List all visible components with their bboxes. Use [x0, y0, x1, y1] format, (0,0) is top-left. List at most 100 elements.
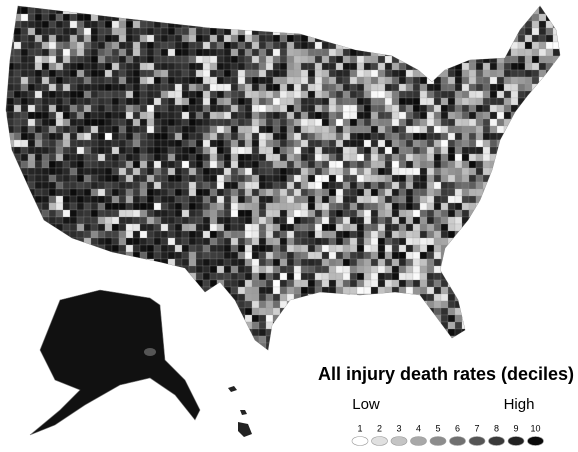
county-cell [559, 90, 560, 99]
county-cell [195, 6, 204, 15]
county-cell [405, 20, 414, 29]
county-cell [440, 251, 449, 260]
county-cell [567, 210, 574, 217]
county-cell [286, 202, 295, 211]
county-cell [195, 209, 204, 218]
county-cell [321, 188, 330, 197]
county-cell [182, 357, 189, 364]
county-cell [489, 139, 498, 148]
county-cell [321, 146, 330, 155]
county-cell [391, 335, 400, 344]
county-cell [272, 41, 281, 50]
county-cell [181, 314, 190, 323]
county-cell [567, 98, 574, 105]
county-cell [244, 237, 253, 246]
county-cell [567, 56, 574, 63]
county-cell [6, 195, 8, 204]
county-cell [118, 216, 127, 225]
county-cell [237, 181, 246, 190]
county-cell [146, 111, 155, 120]
county-cell [48, 209, 57, 218]
county-cell [132, 167, 141, 176]
county-cell [118, 132, 127, 141]
county-cell [83, 146, 92, 155]
county-cell [272, 286, 281, 295]
county-cell [216, 83, 225, 92]
county-cell [531, 216, 540, 225]
county-cell [412, 34, 421, 43]
county-cell [307, 216, 316, 225]
county-cell [342, 195, 351, 204]
county-cell [377, 300, 386, 309]
county-cell [545, 195, 554, 204]
county-cell [496, 27, 505, 36]
county-cell [216, 62, 225, 71]
county-cell [181, 258, 190, 267]
county-cell [167, 125, 176, 134]
county-cell [433, 286, 442, 295]
county-cell [48, 69, 57, 78]
county-cell [447, 244, 456, 253]
county-cell [6, 342, 8, 350]
county-cell [559, 258, 560, 267]
county-cell [405, 111, 414, 120]
county-cell [83, 90, 92, 99]
county-cell [391, 314, 400, 323]
county-cell [111, 202, 120, 211]
county-cell [538, 167, 547, 176]
county-cell [258, 132, 267, 141]
county-cell [517, 335, 526, 344]
county-cell [237, 223, 246, 232]
county-cell [468, 13, 477, 22]
county-cell [559, 69, 560, 78]
county-cell [496, 153, 505, 162]
county-cell [335, 146, 344, 155]
county-cell [377, 328, 386, 337]
county-cell [209, 118, 218, 127]
county-cell [524, 328, 533, 337]
county-cell [167, 6, 176, 15]
county-cell [384, 146, 393, 155]
county-cell [223, 230, 232, 239]
county-cell [328, 258, 337, 267]
county-cell [209, 216, 218, 225]
county-cell [132, 174, 141, 183]
county-cell [27, 34, 36, 43]
legend-swatch [488, 436, 505, 446]
county-cell [489, 230, 498, 239]
county-cell [433, 34, 442, 43]
county-cell [377, 13, 386, 22]
county-cell [559, 188, 560, 197]
county-cell [181, 48, 190, 57]
county-cell [132, 272, 141, 281]
county-cell [517, 321, 526, 330]
county-cell [76, 160, 85, 169]
county-cell [97, 237, 106, 246]
county-cell [104, 125, 113, 134]
county-cell [195, 342, 204, 350]
county-cell [258, 118, 267, 127]
county-cell [440, 300, 449, 309]
county-cell [181, 342, 190, 350]
county-cell [510, 104, 519, 113]
county-cell [398, 230, 407, 239]
county-cell [363, 6, 372, 15]
county-cell [139, 118, 148, 127]
county-cell [496, 167, 505, 176]
county-cell [517, 328, 526, 337]
county-cell [335, 167, 344, 176]
county-cell [62, 41, 71, 50]
county-cell [440, 293, 449, 302]
county-cell [300, 286, 309, 295]
county-cell [202, 97, 211, 106]
county-cell [104, 90, 113, 99]
county-cell [34, 20, 43, 29]
county-cell [475, 279, 484, 288]
county-cell [496, 125, 505, 134]
county-cell [307, 104, 316, 113]
county-cell [531, 244, 540, 253]
county-cell [251, 90, 260, 99]
county-cell [272, 104, 281, 113]
county-cell [111, 258, 120, 267]
county-cell [209, 34, 218, 43]
